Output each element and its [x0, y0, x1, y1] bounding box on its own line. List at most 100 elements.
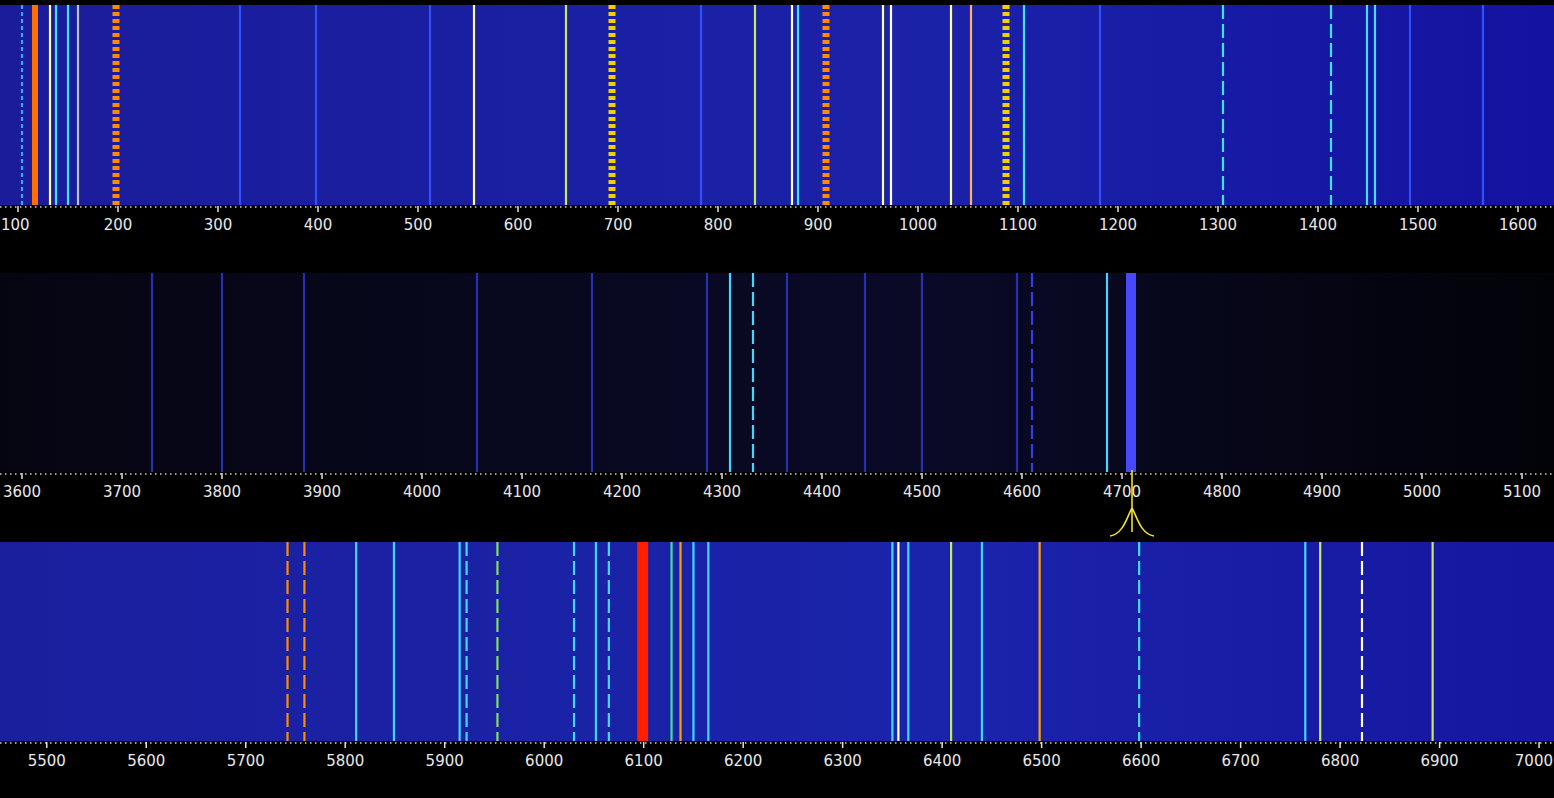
tick-label: 4600: [1003, 483, 1041, 501]
tick-mark: [421, 473, 423, 479]
tick-mark: [17, 206, 19, 212]
signal-trace: [286, 542, 288, 741]
tick-mark: [1240, 742, 1242, 748]
tick-mark: [817, 206, 819, 212]
signal-trace: [791, 5, 793, 205]
signal-trace: [355, 542, 357, 741]
tick-label: 5500: [28, 752, 66, 770]
tick-mark: [1017, 206, 1019, 212]
tick-label: 3800: [203, 483, 241, 501]
signal-trace: [897, 542, 899, 741]
tick-label: 1600: [1499, 216, 1537, 234]
signal-trace: [786, 273, 788, 472]
tick-mark: [717, 206, 719, 212]
signal-trace: [303, 542, 305, 741]
tick-mark: [921, 473, 923, 479]
tick-label: 600: [504, 216, 533, 234]
tick-label: 6800: [1321, 752, 1359, 770]
signal-trace: [1409, 5, 1411, 205]
signal-trace: [1222, 5, 1224, 205]
tick-label: 3600: [3, 483, 41, 501]
signal-trace: [1330, 5, 1332, 205]
tick-mark: [1317, 206, 1319, 212]
panel-background: [0, 542, 1554, 741]
signal-trace: [473, 5, 475, 205]
tick-label: 4300: [703, 483, 741, 501]
tick-mark: [1421, 473, 1423, 479]
tick-label: 4000: [403, 483, 441, 501]
tick-label: 900: [804, 216, 833, 234]
tick-label: 5600: [127, 752, 165, 770]
signal-trace: [1432, 542, 1434, 741]
tick-label: 5700: [227, 752, 265, 770]
signal-trace: [700, 5, 702, 205]
signal-trace: [637, 542, 648, 741]
tick-label: 4200: [603, 483, 641, 501]
signal-trace: [151, 273, 153, 472]
signal-trace: [221, 273, 223, 472]
signal-trace: [591, 273, 593, 472]
signal-trace: [609, 5, 616, 205]
tick-label: 5100: [1503, 483, 1541, 501]
tick-mark: [1117, 206, 1119, 212]
signal-trace: [608, 542, 610, 741]
signal-trace: [797, 5, 799, 205]
tick-label: 4500: [903, 483, 941, 501]
signal-trace: [864, 273, 866, 472]
axis-line: [0, 473, 1554, 475]
tick-mark: [321, 473, 323, 479]
signal-trace: [32, 5, 38, 205]
tick-mark: [344, 742, 346, 748]
tick-mark: [46, 742, 48, 748]
panel-background: [0, 5, 1554, 205]
tick-label: 5900: [426, 752, 464, 770]
waterfall-panel: 5500560057005800590060006100620063006400…: [0, 542, 1554, 770]
tick-mark: [1517, 206, 1519, 212]
tick-label: 5000: [1403, 483, 1441, 501]
tick-mark: [517, 206, 519, 212]
signal-trace: [707, 542, 709, 741]
signal-trace: [595, 542, 597, 741]
signal-trace: [113, 5, 120, 205]
signal-trace: [890, 5, 892, 205]
tick-mark: [941, 742, 943, 748]
tick-label: 1300: [1199, 216, 1237, 234]
tick-label: 6300: [824, 752, 862, 770]
waterfall-panel: 3600370038003900400041004200430044004500…: [0, 273, 1554, 536]
tick-label: 4100: [503, 483, 541, 501]
tick-mark: [245, 742, 247, 748]
signals: [152, 273, 1131, 472]
signal-trace: [1366, 5, 1368, 205]
signal-trace: [459, 542, 461, 741]
signal-trace: [981, 542, 983, 741]
signal-trace: [67, 5, 69, 205]
tick-mark: [1521, 473, 1523, 479]
tick-mark: [521, 473, 523, 479]
tick-mark: [842, 742, 844, 748]
signal-trace: [303, 273, 305, 472]
tick-mark: [917, 206, 919, 212]
tick-label: 6900: [1420, 752, 1458, 770]
tick-mark: [217, 206, 219, 212]
tick-mark: [643, 742, 645, 748]
signal-trace: [496, 542, 498, 741]
signal-trace: [1003, 5, 1010, 205]
signal-trace: [476, 273, 478, 472]
tick-label: 800: [704, 216, 733, 234]
signals: [288, 542, 1433, 741]
tick-label: 5800: [326, 752, 364, 770]
axis-line: [0, 206, 1554, 208]
signal-trace: [1126, 273, 1136, 472]
tick-label: 6600: [1122, 752, 1160, 770]
signal-trace: [1099, 5, 1101, 205]
tick-label: 4700: [1103, 483, 1141, 501]
tick-mark: [121, 473, 123, 479]
signal-trace: [950, 5, 952, 205]
signal-trace: [1482, 5, 1484, 205]
signal-trace: [970, 5, 972, 205]
tick-mark: [1121, 473, 1123, 479]
tick-label: 6000: [525, 752, 563, 770]
signal-trace: [1319, 542, 1321, 741]
signal-trace: [465, 542, 467, 741]
tick-label: 1400: [1299, 216, 1337, 234]
